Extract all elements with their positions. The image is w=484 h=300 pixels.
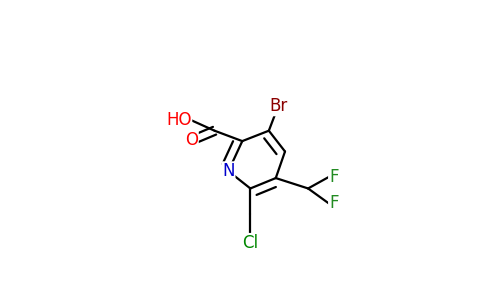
Text: Br: Br: [269, 98, 287, 116]
Text: F: F: [329, 194, 338, 212]
Text: O: O: [185, 131, 198, 149]
Text: F: F: [329, 168, 338, 186]
Text: N: N: [222, 162, 235, 180]
Text: HO: HO: [166, 111, 192, 129]
Text: Cl: Cl: [242, 234, 258, 252]
